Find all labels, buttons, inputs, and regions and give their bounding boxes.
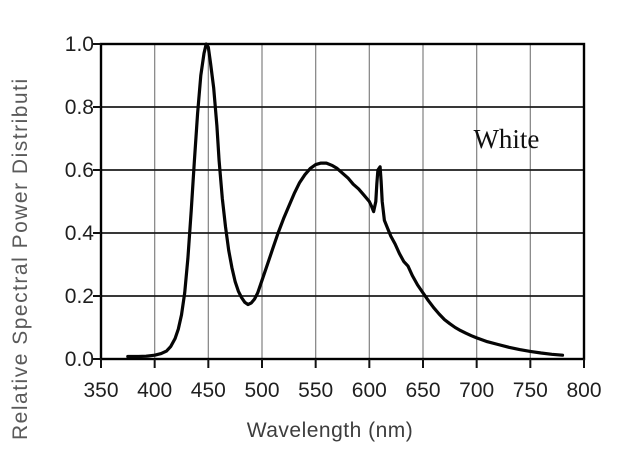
- y-tick-label: 0.0: [65, 348, 94, 371]
- y-tick-label: 0.6: [65, 159, 94, 182]
- y-tick-label: 0.4: [65, 222, 95, 245]
- x-axis-title: Wavelength (nm): [247, 419, 414, 442]
- x-tick-labels: 350 400 450 500 550 600 650 700 750 800: [83, 379, 601, 402]
- x-tick-label: 600: [352, 379, 387, 402]
- y-tick-label: 1.0: [65, 33, 94, 56]
- gridlines: [101, 44, 584, 359]
- x-tick-label: 350: [83, 379, 118, 402]
- x-tick-label: 550: [298, 379, 333, 402]
- x-tick-label: 400: [137, 379, 172, 402]
- x-tick-label: 800: [566, 379, 601, 402]
- plot-border: [99, 42, 586, 361]
- y-tick-label: 0.2: [65, 285, 94, 308]
- y-tick-labels: 0.0 0.2 0.4 0.6 0.8 1.0: [65, 33, 95, 371]
- x-tick-label: 450: [191, 379, 226, 402]
- x-tick-label: 700: [459, 379, 494, 402]
- axis-ticks: [93, 43, 585, 368]
- x-tick-label: 750: [513, 379, 548, 402]
- x-tick-label: 500: [244, 379, 279, 402]
- y-tick-label: 0.8: [65, 96, 94, 119]
- series-annotation-white: White: [473, 124, 539, 154]
- y-axis-title: Relative Spectral Power Distributi: [9, 77, 32, 440]
- spd-curve: [126, 42, 565, 359]
- x-tick-label: 650: [405, 379, 440, 402]
